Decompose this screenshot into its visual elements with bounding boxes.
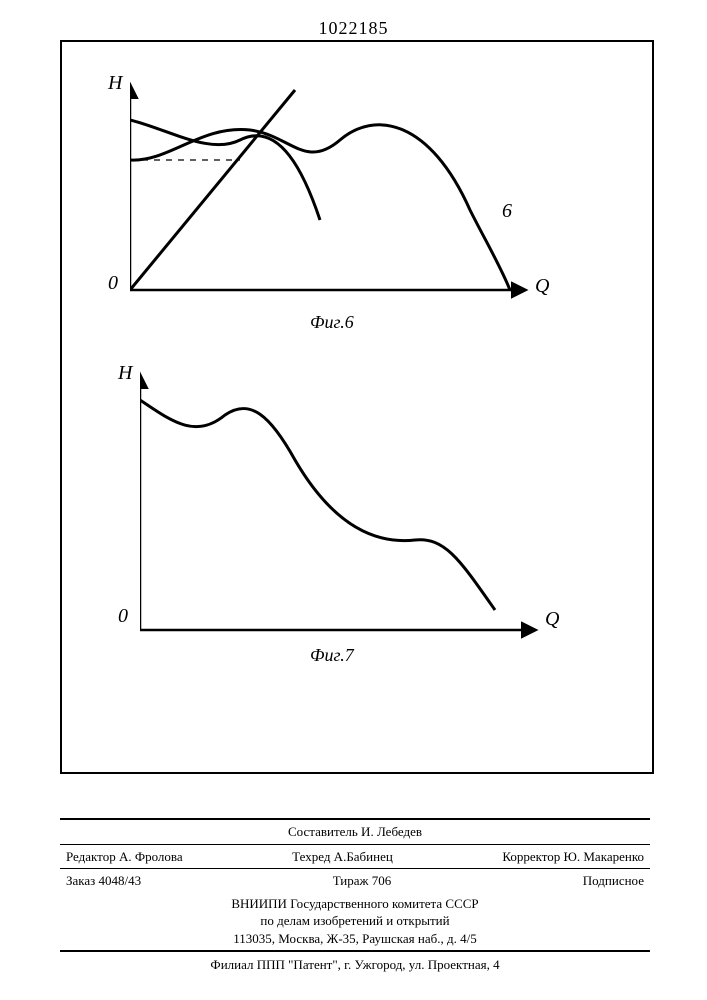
document-number: 1022185 [0,18,707,39]
fig7-caption: Фиг.7 [310,645,354,666]
footer-row-order: Заказ 4048/43 Тираж 706 Подписное [60,868,650,893]
fig6-caption: Фиг.6 [310,312,354,333]
footer-branch: Филиал ППП "Патент", г. Ужгород, ул. Про… [60,950,650,978]
footer-compiler: Составитель И. Лебедев [60,818,650,844]
footer-address: 113035, Москва, Ж-35, Раушская наб., д. … [60,930,650,951]
figure-6-svg [130,80,530,320]
figure-7: H Q 0 Фиг.7 [140,370,540,650]
fig7-origin-label: 0 [118,605,128,628]
figure-7-svg [140,370,540,650]
footer-org1: ВНИИПИ Государственного комитета СССР [60,893,650,913]
footer-order: Заказ 4048/43 [66,872,141,890]
footer-editor: Редактор А. Фролова [66,848,183,866]
fig6-x-axis-label: Q [535,275,549,298]
fig6-origin-label: 0 [108,272,118,295]
footer-techred: Техред А.Бабинец [292,848,393,866]
page-root: 1022185 H Q 0 Фиг.6 6 H Q 0 Фиг.7 Состав… [0,0,707,1000]
footer-block: Составитель И. Лебедев Редактор А. Фроло… [60,818,650,978]
footer-tirazh: Тираж 706 [333,872,392,890]
fig6-y-axis-label: H [108,72,122,95]
fig7-x-axis-label: Q [545,608,559,631]
footer-org2: по делам изобретений и открытий [60,912,650,930]
fig6-curve-6-label: 6 [502,200,512,223]
footer-row-credits: Редактор А. Фролова Техред А.Бабинец Кор… [60,844,650,869]
footer-podpisnoe: Подписное [583,872,644,890]
figure-6: H Q 0 Фиг.6 6 [130,80,530,320]
fig7-y-axis-label: H [118,362,132,385]
footer-corrector: Корректор Ю. Макаренко [502,848,644,866]
